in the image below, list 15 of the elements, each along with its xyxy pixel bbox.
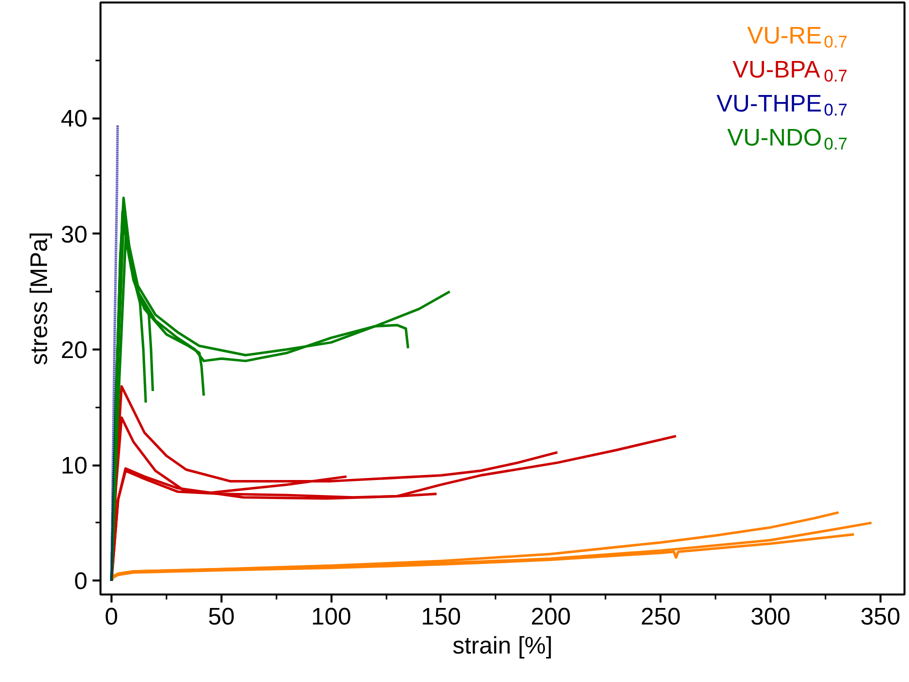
y-tick-label: 40 xyxy=(60,106,88,133)
x-tick-label: 50 xyxy=(208,604,235,630)
y-tick-label: 20 xyxy=(60,336,88,364)
y-tick-label: 0 xyxy=(74,568,88,596)
x-tick-label: 350 xyxy=(860,604,900,630)
x-axis-title: strain [%] xyxy=(452,632,553,660)
x-tick-label: 100 xyxy=(311,604,352,630)
x-tick-label: 0 xyxy=(104,604,118,630)
x-tick-label: 150 xyxy=(420,604,462,630)
x-tick-label: 200 xyxy=(530,604,571,630)
x-tick-label: 250 xyxy=(640,604,681,630)
y-axis-title: stress [MPa] xyxy=(26,232,53,366)
y-tick-label: 10 xyxy=(60,452,88,480)
y-tick-label: 30 xyxy=(60,221,88,248)
x-tick-label: 300 xyxy=(750,604,791,630)
